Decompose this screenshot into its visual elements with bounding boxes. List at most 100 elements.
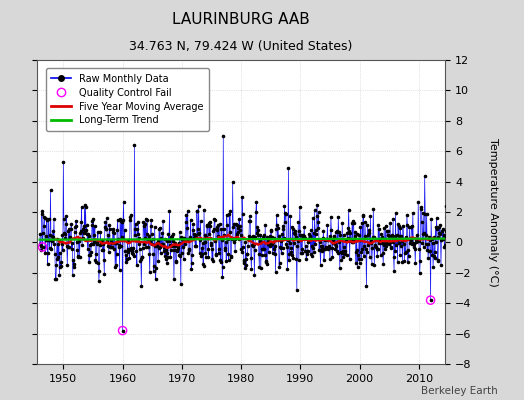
Point xyxy=(114,235,122,242)
Point xyxy=(328,245,336,251)
Point xyxy=(195,230,203,236)
Point xyxy=(188,260,196,266)
Point xyxy=(258,252,266,258)
Point xyxy=(162,247,170,254)
Point xyxy=(264,238,272,244)
Point xyxy=(130,253,138,259)
Point xyxy=(403,212,411,219)
Point xyxy=(378,250,387,256)
Point xyxy=(275,260,283,267)
Point xyxy=(152,265,160,272)
Point xyxy=(203,223,212,230)
Point xyxy=(36,231,45,237)
Point xyxy=(144,236,152,242)
Point xyxy=(263,234,271,240)
Point xyxy=(209,228,217,234)
Point xyxy=(370,262,378,268)
Point xyxy=(389,216,397,222)
Point xyxy=(338,220,346,226)
Point xyxy=(231,248,239,254)
Point xyxy=(115,267,124,273)
Point xyxy=(62,221,70,228)
Point xyxy=(259,246,267,252)
Point xyxy=(72,218,80,224)
Point xyxy=(314,209,323,216)
Point xyxy=(329,237,337,243)
Point xyxy=(183,208,192,214)
Point xyxy=(228,235,236,242)
Point xyxy=(233,230,241,237)
Point xyxy=(274,237,282,244)
Point xyxy=(229,224,237,230)
Point xyxy=(433,258,442,264)
Point xyxy=(327,226,335,233)
Point xyxy=(243,251,252,258)
Point xyxy=(96,229,105,235)
Point xyxy=(93,241,102,248)
Point xyxy=(145,233,153,239)
Point xyxy=(252,198,260,205)
Point xyxy=(135,234,144,241)
Point xyxy=(440,244,449,250)
Point xyxy=(394,221,402,227)
Point xyxy=(43,217,51,224)
Point xyxy=(242,262,250,268)
Point xyxy=(283,266,292,272)
Point xyxy=(260,232,268,238)
Point xyxy=(254,232,262,238)
Point xyxy=(405,223,413,230)
Point xyxy=(422,232,430,238)
Point xyxy=(340,243,348,250)
Point xyxy=(218,274,226,280)
Point xyxy=(358,220,366,227)
Point xyxy=(230,221,238,228)
Point xyxy=(332,229,340,235)
Point xyxy=(390,268,398,274)
Point xyxy=(178,236,187,242)
Point xyxy=(79,223,88,229)
Point xyxy=(423,247,431,253)
Point xyxy=(297,250,305,256)
Point xyxy=(38,244,47,250)
Point xyxy=(40,214,48,220)
Point xyxy=(295,228,303,234)
Point xyxy=(267,233,276,240)
Point xyxy=(435,230,444,236)
Point xyxy=(66,234,74,240)
Point xyxy=(190,232,199,238)
Point xyxy=(348,239,357,245)
Point xyxy=(108,228,117,235)
Point xyxy=(268,241,276,248)
Point xyxy=(42,216,51,222)
Point xyxy=(115,242,123,248)
Point xyxy=(319,228,328,234)
Point xyxy=(109,226,117,232)
Point xyxy=(391,248,399,254)
Point xyxy=(437,262,445,269)
Point xyxy=(431,249,439,256)
Point xyxy=(71,224,79,230)
Point xyxy=(265,249,273,255)
Point xyxy=(197,253,205,260)
Point xyxy=(67,226,75,233)
Point xyxy=(37,243,45,249)
Point xyxy=(223,212,231,218)
Point xyxy=(282,241,291,248)
Point xyxy=(169,230,177,237)
Point xyxy=(221,244,229,251)
Point xyxy=(315,239,324,246)
Point xyxy=(309,230,318,236)
Point xyxy=(206,218,214,225)
Point xyxy=(97,241,105,247)
Point xyxy=(92,250,101,257)
Point xyxy=(75,254,84,260)
Point xyxy=(308,252,316,259)
Point xyxy=(286,240,294,246)
Point xyxy=(215,221,224,227)
Point xyxy=(321,236,329,243)
Point xyxy=(235,223,244,229)
Point xyxy=(199,261,207,267)
Point xyxy=(310,207,319,213)
Point xyxy=(133,262,141,268)
Point xyxy=(270,234,278,241)
